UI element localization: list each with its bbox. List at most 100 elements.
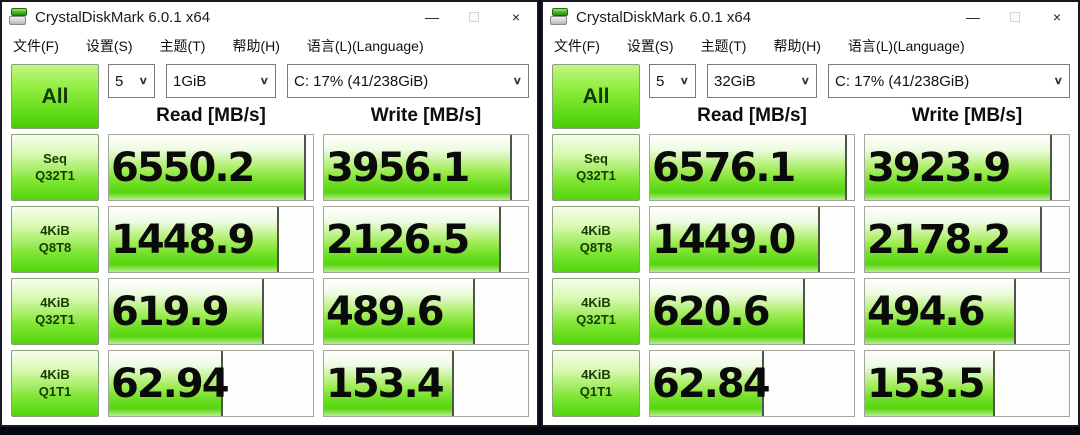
menu-file[interactable]: 文件(F) (554, 37, 600, 54)
close-button[interactable]: × (1036, 2, 1078, 32)
write-value: 489.6 (326, 288, 445, 335)
read-value: 620.6 (652, 288, 771, 335)
seq-q32t1-button[interactable]: Seq Q32T1 (552, 134, 640, 201)
maximize-icon (1010, 12, 1020, 22)
maximize-icon (469, 12, 479, 22)
write-result-cell: 153.5 (864, 350, 1070, 417)
chevron-down-icon: ∨ (679, 74, 689, 87)
menu-language[interactable]: 语言(L)(Language) (306, 37, 424, 54)
4kib-q1t1-button[interactable]: 4KiB Q1T1 (11, 350, 99, 417)
write-value: 153.5 (867, 360, 986, 407)
write-value: 3923.9 (867, 144, 1011, 191)
result-bar (650, 279, 805, 344)
write-result-cell: 2178.2 (864, 206, 1070, 273)
read-value: 62.84 (652, 360, 771, 407)
result-bar (865, 351, 995, 416)
close-icon: × (1052, 9, 1062, 25)
write-value: 153.4 (326, 360, 445, 407)
chevron-down-icon: ∨ (512, 74, 522, 87)
result-bar (650, 207, 820, 272)
write-value: 3956.1 (326, 144, 470, 191)
read-value: 619.9 (111, 288, 230, 335)
read-result-cell: 619.9 (108, 278, 314, 345)
crystaldiskmark-window-1gib: CrystalDiskMark 6.0.1 x64 — × 文件(F) 设置(S… (0, 0, 539, 427)
result-bar (324, 207, 501, 272)
menu-bar: 文件(F) 设置(S) 主题(T) 帮助(H) 语言(L)(Language) (543, 32, 1078, 59)
result-bar (650, 351, 765, 416)
read-value: 6576.1 (652, 144, 796, 191)
menu-theme[interactable]: 主题(T) (700, 37, 747, 54)
all-test-button[interactable]: All (552, 64, 640, 129)
result-bar (109, 279, 264, 344)
title-bar: CrystalDiskMark 6.0.1 x64 — × (2, 2, 537, 32)
read-result-cell: 6550.2 (108, 134, 314, 201)
result-bar (109, 135, 306, 200)
write-result-cell: 3923.9 (864, 134, 1070, 201)
result-bar (324, 351, 454, 416)
minimize-button[interactable]: — (952, 2, 994, 32)
read-column-header: Read [MB/s] (156, 105, 266, 126)
write-value: 494.6 (867, 288, 986, 335)
read-result-cell: 62.84 (649, 350, 855, 417)
app-icon (9, 8, 29, 26)
read-value: 1449.0 (652, 216, 796, 263)
app-icon (550, 8, 570, 26)
4kib-q8t8-button[interactable]: 4KiB Q8T8 (11, 206, 99, 273)
target-drive-select[interactable]: C: 17% (41/238GiB) ∨ (287, 64, 529, 98)
write-result-cell: 2126.5 (323, 206, 529, 273)
maximize-button (453, 2, 495, 32)
menu-help[interactable]: 帮助(H) (232, 37, 280, 54)
test-options: 5 ∨ 1GiB ∨ C: 17% (41/238GiB) ∨ (108, 64, 529, 98)
minimize-button[interactable]: — (411, 2, 453, 32)
seq-q32t1-button[interactable]: Seq Q32T1 (11, 134, 99, 201)
4kib-q32t1-button[interactable]: 4KiB Q32T1 (552, 278, 640, 345)
crystaldiskmark-window-32gib: CrystalDiskMark 6.0.1 x64 — × 文件(F) 设置(S… (541, 0, 1080, 427)
chevron-down-icon: ∨ (800, 74, 810, 87)
all-test-button[interactable]: All (11, 64, 99, 129)
menu-settings[interactable]: 设置(S) (85, 37, 133, 54)
close-icon: × (511, 9, 521, 25)
maximize-button (994, 2, 1036, 32)
write-result-cell: 494.6 (864, 278, 1070, 345)
menu-language[interactable]: 语言(L)(Language) (847, 37, 965, 54)
menu-file[interactable]: 文件(F) (13, 37, 59, 54)
test-size-select[interactable]: 32GiB ∨ (707, 64, 817, 98)
menu-help[interactable]: 帮助(H) (773, 37, 821, 54)
window-title: CrystalDiskMark 6.0.1 x64 (35, 8, 211, 26)
title-bar: CrystalDiskMark 6.0.1 x64 — × (543, 2, 1078, 32)
read-result-cell: 62.94 (108, 350, 314, 417)
minimize-icon: — (966, 9, 980, 25)
result-bar (865, 207, 1042, 272)
read-value: 6550.2 (111, 144, 255, 191)
test-size-select[interactable]: 1GiB ∨ (166, 64, 276, 98)
read-value: 62.94 (111, 360, 230, 407)
write-column-header: Write [MB/s] (370, 105, 482, 126)
read-result-cell: 620.6 (649, 278, 855, 345)
test-count-select[interactable]: 5 ∨ (108, 64, 155, 98)
benchmark-grid: All 5 ∨ 32GiB ∨ C: 17% (41/238GiB) ∨ Read [… (543, 59, 1078, 425)
result-bar (109, 207, 279, 272)
minimize-icon: — (425, 9, 439, 25)
write-value: 2126.5 (326, 216, 470, 263)
4kib-q1t1-button[interactable]: 4KiB Q1T1 (552, 350, 640, 417)
chevron-down-icon: ∨ (259, 74, 269, 87)
result-bar (324, 279, 475, 344)
result-bar (650, 135, 847, 200)
result-bar (865, 279, 1016, 344)
read-result-cell: 1448.9 (108, 206, 314, 273)
menu-theme[interactable]: 主题(T) (159, 37, 206, 54)
menu-bar: 文件(F) 设置(S) 主题(T) 帮助(H) 语言(L)(Language) (2, 32, 537, 59)
benchmark-grid: All 5 ∨ 1GiB ∨ C: 17% (41/238GiB) ∨ Read [M… (2, 59, 537, 425)
close-button[interactable]: × (495, 2, 537, 32)
menu-settings[interactable]: 设置(S) (626, 37, 674, 54)
target-drive-select[interactable]: C: 17% (41/238GiB) ∨ (828, 64, 1070, 98)
write-column-header: Write [MB/s] (911, 105, 1023, 126)
4kib-q8t8-button[interactable]: 4KiB Q8T8 (552, 206, 640, 273)
result-bar (324, 135, 512, 200)
write-result-cell: 153.4 (323, 350, 529, 417)
test-count-select[interactable]: 5 ∨ (649, 64, 696, 98)
result-bar (865, 135, 1053, 200)
chevron-down-icon: ∨ (138, 74, 148, 87)
4kib-q32t1-button[interactable]: 4KiB Q32T1 (11, 278, 99, 345)
